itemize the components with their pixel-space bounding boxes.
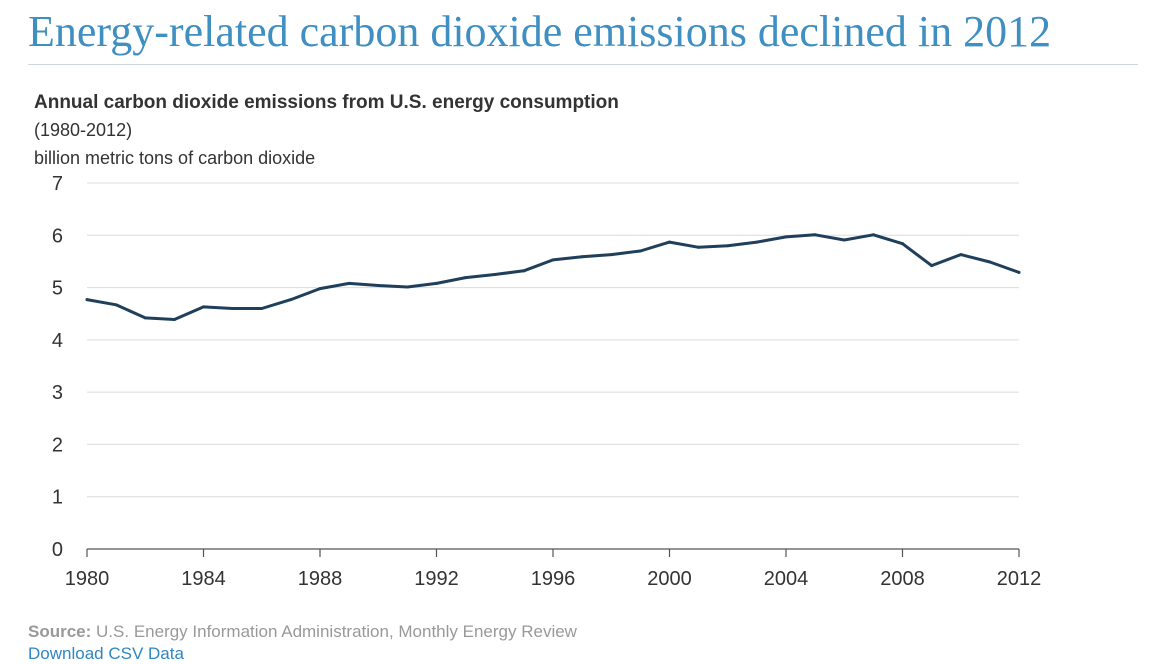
gridlines — [87, 182, 1019, 498]
data-point — [871, 233, 875, 237]
x-tick-label: 2008 — [880, 568, 925, 590]
x-tick-label: 1992 — [414, 568, 459, 590]
data-point — [522, 269, 526, 273]
data-point — [697, 245, 701, 249]
x-tick-label: 2004 — [764, 568, 809, 590]
y-tick-label: 7 — [52, 173, 63, 195]
data-point — [85, 298, 89, 302]
data-point — [405, 285, 409, 289]
x-axis — [86, 548, 1020, 557]
y-tick-label: 1 — [52, 487, 63, 509]
data-point — [493, 273, 497, 276]
source-text: U.S. Energy Information Administration, … — [96, 622, 577, 641]
x-tick-label: 1980 — [65, 568, 110, 590]
x-tick-label: 1996 — [531, 568, 576, 590]
data-point — [609, 253, 613, 257]
x-tick-label: 2000 — [647, 568, 692, 590]
data-point — [959, 253, 963, 257]
y-tick-label: 0 — [52, 539, 63, 561]
data-point — [114, 303, 118, 307]
axis-tick-labels: 0 1 2 3 4 5 6 7 1980 1984 1988 1992 1996 2000 2004 2008… — [52, 173, 1041, 590]
data-point — [347, 281, 351, 285]
data-point — [289, 298, 293, 302]
y-tick-label: 2 — [52, 434, 63, 456]
data-point — [842, 238, 846, 242]
data-point — [318, 287, 322, 291]
y-tick-label: 5 — [52, 278, 63, 300]
series-group — [85, 233, 1021, 321]
data-point — [726, 244, 730, 248]
source-label: Source: — [28, 622, 92, 641]
data-point — [143, 316, 147, 320]
headline-divider — [28, 64, 1138, 65]
y-tick-label: 6 — [52, 225, 63, 247]
chart-subtitle: (1980-2012) — [34, 120, 133, 140]
headline: Energy-related carbon dioxide emissions … — [28, 7, 1052, 56]
line-chart: 0 1 2 3 4 5 6 7 1980 1984 1988 1992 1996 2000 2004 2008… — [52, 173, 1041, 590]
source-note: Source: U.S. Energy Information Administ… — [28, 622, 577, 642]
y-tick-label: 3 — [52, 382, 63, 404]
data-point — [813, 233, 817, 237]
data-point — [376, 283, 380, 287]
data-point — [988, 260, 992, 264]
data-point — [1017, 270, 1021, 274]
download-csv-link[interactable]: Download CSV Data — [28, 644, 184, 663]
data-point — [260, 306, 264, 310]
data-point — [435, 281, 438, 285]
y-tick-label: 4 — [52, 330, 63, 352]
chart-title: Annual carbon dioxide emissions from U.S… — [34, 92, 619, 113]
data-point — [638, 249, 642, 253]
data-point — [755, 240, 759, 244]
data-point — [172, 317, 176, 321]
data-point — [464, 276, 468, 280]
data-point — [930, 264, 934, 268]
data-point — [901, 242, 904, 246]
x-tick-label: 2012 — [997, 568, 1042, 590]
series-line — [85, 233, 1021, 321]
data-point — [784, 235, 788, 239]
data-point — [231, 306, 235, 310]
data-point — [551, 258, 555, 262]
y-axis-unit-label: billion metric tons of carbon dioxide — [34, 148, 316, 168]
x-tick-label: 1988 — [298, 568, 343, 590]
data-point — [668, 240, 671, 244]
data-point — [202, 305, 205, 309]
x-tick-label: 1984 — [181, 568, 226, 590]
data-point — [580, 255, 584, 259]
